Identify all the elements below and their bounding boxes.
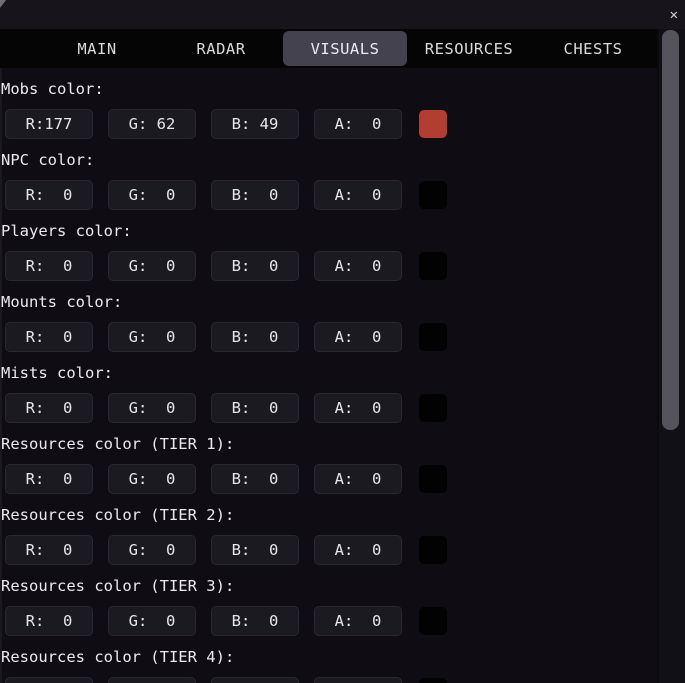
color-rows-list: Mobs color: R:177 G: 62 B: 49 A: 0 NPC color:… [0,68,657,683]
color-swatch[interactable] [419,465,447,493]
b-value-field[interactable]: B: 0 [211,393,299,423]
color-row-res-tier4: Resources color (TIER 4): R: 0 G: 0 B: 0 A: … [1,649,657,683]
color-row-label: Mists color: [1,364,113,382]
g-value-field[interactable]: G: 0 [108,180,196,210]
rgba-fields: R: 0 G: 0 B: 0 A: 0 [5,606,657,636]
r-value-field[interactable]: R: 0 [5,322,93,352]
rgba-fields: R: 0 G: 0 B: 0 A: 0 [5,393,657,423]
color-row-npc: NPC color: R: 0 G: 0 B: 0 A: 0 [1,152,657,210]
a-value-field[interactable]: A: 0 [314,180,402,210]
a-value-field[interactable]: A: 0 [314,606,402,636]
g-value-field[interactable]: G: 0 [108,677,196,683]
a-value-field[interactable]: A: 0 [314,535,402,565]
tab-visuals[interactable]: VISUALS [283,31,407,66]
g-value-field[interactable]: G: 0 [108,464,196,494]
tab-chests[interactable]: CHESTS [563,39,623,58]
close-icon[interactable]: ✕ [669,6,678,23]
color-row-mists: Mists color: R: 0 G: 0 B: 0 A: 0 [1,365,657,423]
color-row-res-tier3: Resources color (TIER 3): R: 0 G: 0 B: 0 A: … [1,578,657,636]
color-row-label: Resources color (TIER 4): [1,648,235,666]
tab-main[interactable]: MAIN [77,39,117,58]
b-value-field[interactable]: B: 0 [211,677,299,683]
r-value-field[interactable]: R: 0 [5,464,93,494]
rgba-fields: R: 0 G: 0 B: 0 A: 0 [5,535,657,565]
titlebar: ✕ [0,0,685,29]
color-swatch[interactable] [419,678,447,683]
color-swatch[interactable] [419,252,447,280]
a-value-field[interactable]: A: 0 [314,464,402,494]
r-value-field[interactable]: R: 0 [5,393,93,423]
b-value-field[interactable]: B: 0 [211,464,299,494]
rgba-fields: R:177 G: 62 B: 49 A: 0 [5,109,657,139]
color-row-res-tier1: Resources color (TIER 1): R: 0 G: 0 B: 0 A: … [1,436,657,494]
rgba-fields: R: 0 G: 0 B: 0 A: 0 [5,322,657,352]
b-value-field[interactable]: B: 0 [211,535,299,565]
color-row-label: Mobs color: [1,80,104,98]
color-row-label: NPC color: [1,151,95,169]
rgba-fields: R: 0 G: 0 B: 0 A: 0 [5,180,657,210]
b-value-field[interactable]: B: 0 [211,322,299,352]
g-value-field[interactable]: G: 0 [108,535,196,565]
g-value-field[interactable]: G: 0 [108,322,196,352]
color-row-label: Players color: [1,222,132,240]
a-value-field[interactable]: A: 0 [314,677,402,683]
tab-resources[interactable]: RESOURCES [424,39,514,58]
scrollbar-thumb[interactable] [662,30,679,430]
a-value-field[interactable]: A: 0 [314,322,402,352]
color-row-label: Resources color (TIER 3): [1,577,235,595]
color-swatch[interactable] [419,181,447,209]
r-value-field[interactable]: R: 0 [5,606,93,636]
color-swatch[interactable] [419,536,447,564]
scrollbar-track[interactable] [657,29,685,683]
tab-radar[interactable]: RADAR [196,39,246,58]
a-value-field[interactable]: A: 0 [314,393,402,423]
tab-bar: MAIN RADAR VISUALS RESOURCES CHESTS [0,29,657,68]
color-swatch[interactable] [419,323,447,351]
g-value-field[interactable]: G: 0 [108,606,196,636]
g-value-field[interactable]: G: 62 [108,109,196,139]
cursor-artifact [0,0,6,8]
rgba-fields: R: 0 G: 0 B: 0 A: 0 [5,677,657,683]
g-value-field[interactable]: G: 0 [108,251,196,281]
r-value-field[interactable]: R: 0 [5,535,93,565]
color-swatch[interactable] [419,607,447,635]
g-value-field[interactable]: G: 0 [108,393,196,423]
color-swatch[interactable] [419,110,447,138]
color-row-label: Resources color (TIER 1): [1,435,235,453]
r-value-field[interactable]: R: 0 [5,251,93,281]
color-row-res-tier2: Resources color (TIER 2): R: 0 G: 0 B: 0 A: … [1,507,657,565]
window-body: MAIN RADAR VISUALS RESOURCES CHESTS Mobs col… [0,29,685,683]
color-swatch[interactable] [419,394,447,422]
a-value-field[interactable]: A: 0 [314,251,402,281]
b-value-field[interactable]: B: 49 [211,109,299,139]
color-row-mobs: Mobs color: R:177 G: 62 B: 49 A: 0 [1,81,657,139]
b-value-field[interactable]: B: 0 [211,251,299,281]
rgba-fields: R: 0 G: 0 B: 0 A: 0 [5,251,657,281]
b-value-field[interactable]: B: 0 [211,180,299,210]
color-row-label: Mounts color: [1,293,123,311]
color-row-label: Resources color (TIER 2): [1,506,235,524]
color-row-mounts: Mounts color: R: 0 G: 0 B: 0 A: 0 [1,294,657,352]
b-value-field[interactable]: B: 0 [211,606,299,636]
r-value-field[interactable]: R: 0 [5,677,93,683]
r-value-field[interactable]: R: 0 [5,180,93,210]
content-area: MAIN RADAR VISUALS RESOURCES CHESTS Mobs col… [0,29,657,683]
color-row-players: Players color: R: 0 G: 0 B: 0 A: 0 [1,223,657,281]
r-value-field[interactable]: R:177 [5,109,93,139]
rgba-fields: R: 0 G: 0 B: 0 A: 0 [5,464,657,494]
a-value-field[interactable]: A: 0 [314,109,402,139]
